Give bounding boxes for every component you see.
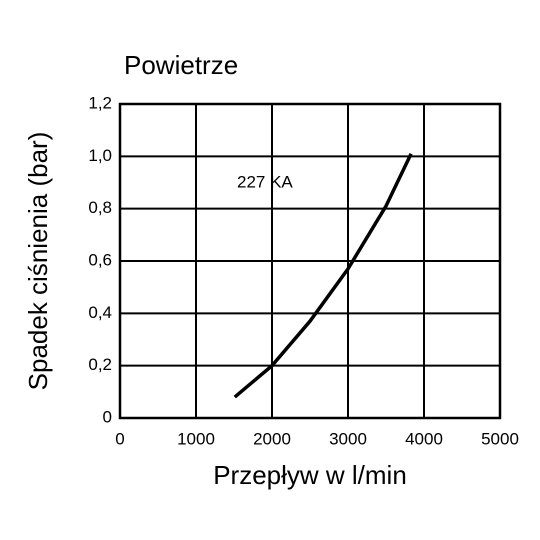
y-tick-label: 0	[103, 407, 112, 426]
x-tick-label: 3000	[329, 429, 367, 448]
x-tick-label: 0	[115, 429, 124, 448]
plot-border	[118, 102, 502, 420]
chart-title: Powietrze	[124, 50, 238, 80]
x-tick-label: 1000	[177, 429, 215, 448]
y-tick-label: 0,2	[88, 355, 112, 374]
line-series	[233, 152, 413, 399]
x-tick-label: 4000	[405, 429, 443, 448]
y-tick-label: 1,0	[88, 146, 112, 165]
y-tick-label: 0,6	[88, 250, 112, 269]
y-axis-label: Spadek ciśnienia (bar)	[23, 132, 53, 391]
y-tick-label: 0,4	[88, 303, 112, 322]
x-axis-label: Przepływ w l/min	[213, 460, 407, 490]
x-tick-label: 5000	[481, 429, 519, 448]
y-tick-label: 1,2	[88, 93, 112, 112]
y-tick-label: 0,8	[88, 198, 112, 217]
annotation: 227 KA	[237, 172, 293, 191]
x-tick-label: 2000	[253, 429, 291, 448]
